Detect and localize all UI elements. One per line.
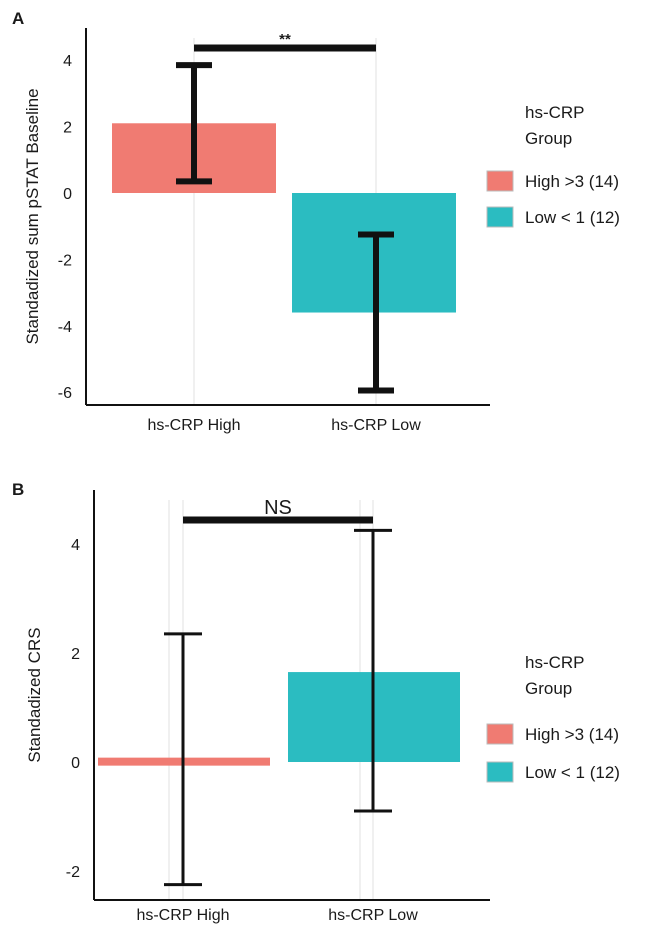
y-tick-label: -2	[66, 864, 80, 881]
panel-b: B 4 2 0 -2 hs-CRP High hs-CRP Low Standadized C…	[12, 480, 620, 924]
legend-swatch	[486, 170, 514, 192]
y-axis-label: Standadized sum pSTAT Baseline	[23, 88, 42, 344]
legend-entry: High >3 (14)	[525, 725, 619, 744]
y-tick-label: -4	[58, 319, 72, 336]
y-tick-label: 4	[71, 537, 80, 554]
y-tick-label: -2	[58, 252, 72, 269]
y-tick-label: 4	[63, 53, 72, 70]
legend-title: Group	[525, 129, 572, 148]
legend-swatch	[486, 206, 514, 228]
y-tick-label: 2	[63, 120, 72, 137]
legend-title: Group	[525, 679, 572, 698]
legend-entry: Low < 1 (12)	[525, 763, 620, 782]
significance-label: **	[279, 31, 291, 48]
legend-swatch	[486, 723, 514, 745]
legend-title: hs-CRP	[525, 653, 585, 672]
legend-title: hs-CRP	[525, 103, 585, 122]
x-tick-label: hs-CRP Low	[331, 417, 421, 434]
legend-entry: Low < 1 (12)	[525, 208, 620, 227]
x-tick-label: hs-CRP Low	[328, 907, 418, 924]
y-tick-label: 0	[63, 186, 72, 203]
panel-letter: B	[12, 480, 24, 499]
significance-label: NS	[264, 497, 292, 519]
y-tick-label: -6	[58, 385, 72, 402]
panel-letter: A	[12, 9, 24, 28]
y-tick-label: 2	[71, 646, 80, 663]
y-axis-label: Standadized CRS	[25, 627, 44, 762]
x-tick-label: hs-CRP High	[136, 907, 229, 924]
legend-entry: High >3 (14)	[525, 172, 619, 191]
x-tick-label: hs-CRP High	[147, 417, 240, 434]
panel-a: A 4 2 0 -2 -4 -6 hs-CRP High hs-CRP Low Standadiz…	[12, 9, 620, 434]
y-tick-label: 0	[71, 755, 80, 772]
legend-swatch	[486, 761, 514, 783]
